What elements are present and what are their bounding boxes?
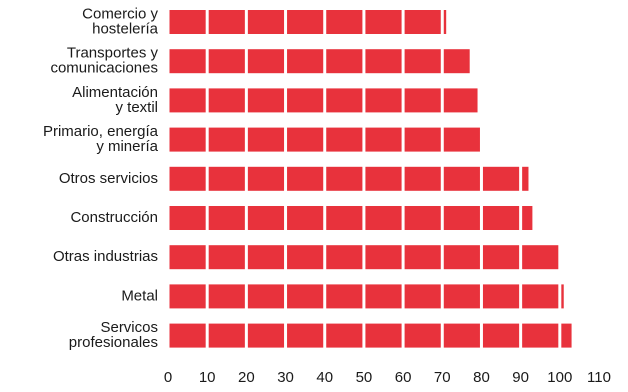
x-tick-label: 40	[316, 369, 333, 386]
y-tick-label: Metal	[121, 287, 158, 304]
y-tick-label: Transportes y comunicaciones	[50, 45, 158, 77]
y-tick-label: Construcción	[70, 209, 158, 226]
bar	[168, 10, 447, 34]
y-tick-label: Otras industrias	[53, 248, 158, 265]
x-tick-label: 50	[356, 369, 373, 386]
x-tick-label: 0	[164, 369, 172, 386]
bar	[168, 284, 564, 309]
y-tick-label: Otros servicios	[59, 170, 158, 187]
bar	[168, 88, 478, 113]
x-tick-label: 60	[395, 369, 412, 386]
y-tick-label: Comercio y hostelería	[82, 5, 159, 37]
x-tick-label: 100	[547, 369, 572, 386]
x-tick-label: 30	[277, 369, 294, 386]
bar	[168, 166, 529, 191]
y-tick-label: Servicos profesionales	[69, 319, 158, 351]
x-tick-label: 20	[238, 369, 255, 386]
x-tick-label: 70	[434, 369, 451, 386]
y-tick-label: Alimentación y textil	[72, 84, 158, 116]
x-tick-label: 90	[512, 369, 529, 386]
bar	[168, 206, 533, 230]
x-tick-label: 110	[587, 369, 611, 386]
bar	[168, 323, 572, 348]
y-tick-label: Primario, energía y minería	[43, 123, 159, 155]
x-tick-label: 10	[199, 369, 216, 386]
x-tick-label: 80	[473, 369, 490, 386]
bar	[168, 49, 470, 74]
